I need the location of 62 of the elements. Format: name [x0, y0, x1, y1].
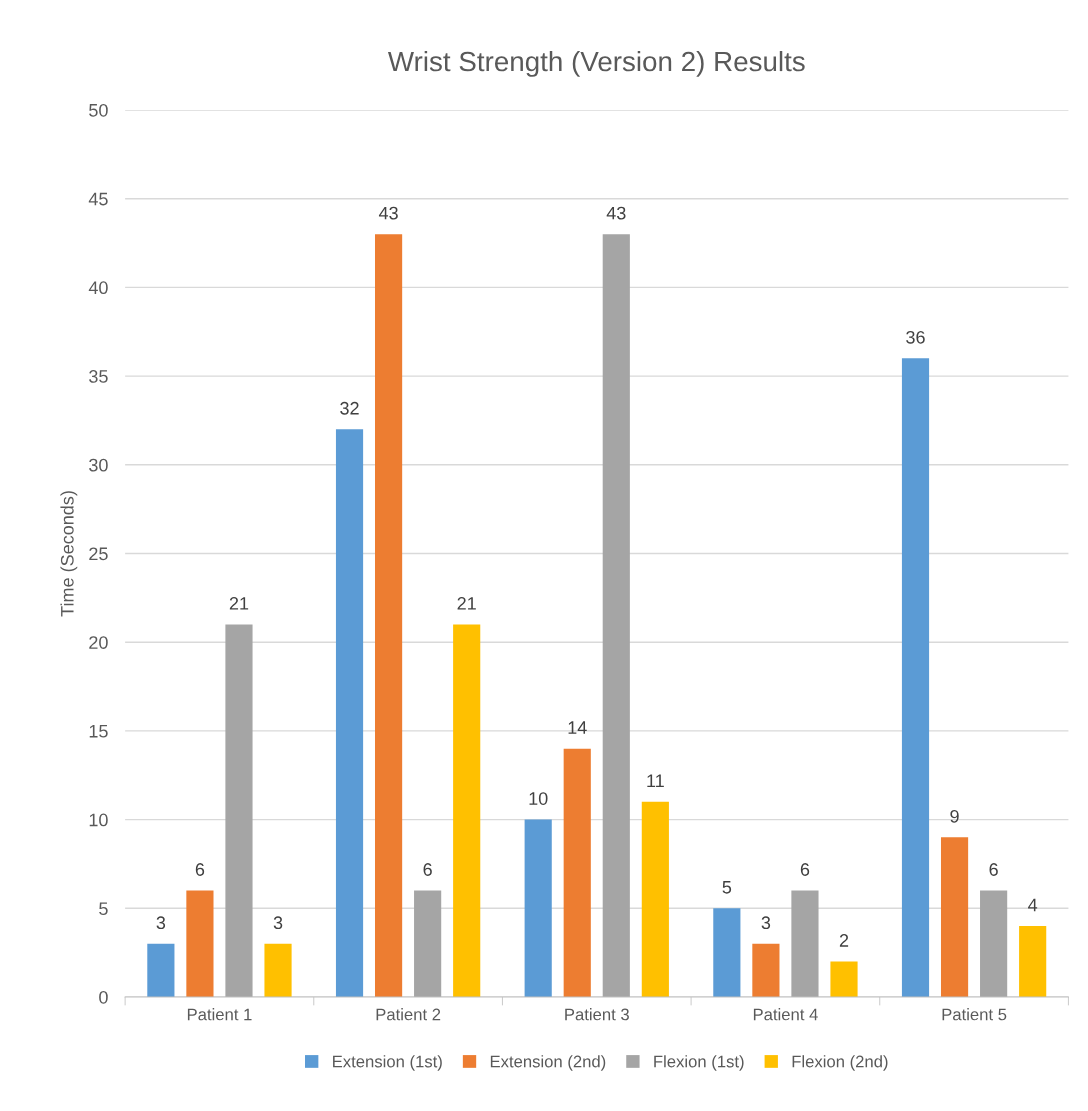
y-tick-label: 50	[89, 103, 108, 117]
legend-label: Flexion (1st)	[654, 1055, 744, 1071]
y-tick-label: 10	[89, 813, 108, 827]
data-label: 6	[423, 863, 432, 876]
y-tick-label: 15	[89, 725, 108, 738]
bar	[414, 890, 442, 998]
data-label: 43	[606, 206, 626, 220]
data-label: 10	[529, 792, 548, 805]
bar	[225, 624, 253, 998]
bar	[375, 234, 403, 998]
data-label: 5	[722, 881, 732, 894]
x-tick-label: Patient 3	[565, 1008, 629, 1021]
data-label: 11	[647, 774, 664, 788]
y-tick-label: 20	[89, 636, 108, 649]
legend-label: Flexion (2nd)	[792, 1055, 888, 1071]
chart-title: Wrist Strength (Version 2) Results	[387, 50, 805, 77]
data-label: 43	[378, 206, 398, 220]
bar	[186, 890, 214, 998]
x-tick-label: Patient 4	[753, 1008, 818, 1021]
data-label: 21	[229, 597, 249, 610]
data-label: 3	[156, 916, 166, 930]
bar	[830, 961, 858, 998]
bar	[980, 890, 1008, 998]
bar	[713, 908, 741, 998]
y-tick-label: 0	[99, 990, 108, 1004]
bar	[1019, 926, 1047, 998]
data-label: 3	[761, 916, 771, 930]
data-label: 6	[989, 863, 998, 876]
y-tick-label: 45	[88, 192, 108, 206]
bar	[940, 837, 969, 998]
x-tick-label: Patient 2	[376, 1008, 441, 1021]
data-label: 3	[273, 916, 283, 930]
legend-label: Extension (1st)	[333, 1055, 442, 1071]
y-tick-label: 30	[89, 458, 108, 472]
y-tick-label: 5	[99, 902, 108, 916]
bar	[641, 801, 669, 998]
y-tick-label: 35	[89, 370, 108, 383]
data-label: 6	[195, 863, 205, 876]
y-tick-label: 25	[89, 547, 108, 561]
bar	[524, 819, 552, 998]
data-label: 2	[839, 934, 849, 947]
data-label: 21	[457, 597, 476, 610]
bar	[147, 943, 175, 998]
data-label: 36	[906, 330, 925, 344]
data-label: 6	[800, 863, 810, 876]
bar	[563, 748, 591, 998]
x-tick-label: Patient 5	[942, 1008, 1007, 1021]
data-label: 4	[1028, 898, 1038, 912]
bar	[335, 429, 364, 998]
data-label: 32	[340, 401, 359, 415]
data-label: 14	[568, 721, 587, 734]
bar	[901, 358, 930, 998]
y-axis-title: Time (Seconds)	[60, 491, 78, 617]
legend-label: Extension (2nd)	[490, 1055, 606, 1071]
bar	[453, 624, 481, 998]
y-tick-label: 40	[88, 281, 108, 295]
bar	[264, 943, 292, 998]
x-tick-label: Patient 1	[187, 1008, 252, 1021]
bar	[791, 890, 819, 998]
bar	[602, 234, 630, 998]
data-label: 9	[950, 809, 959, 823]
bar	[752, 943, 780, 998]
